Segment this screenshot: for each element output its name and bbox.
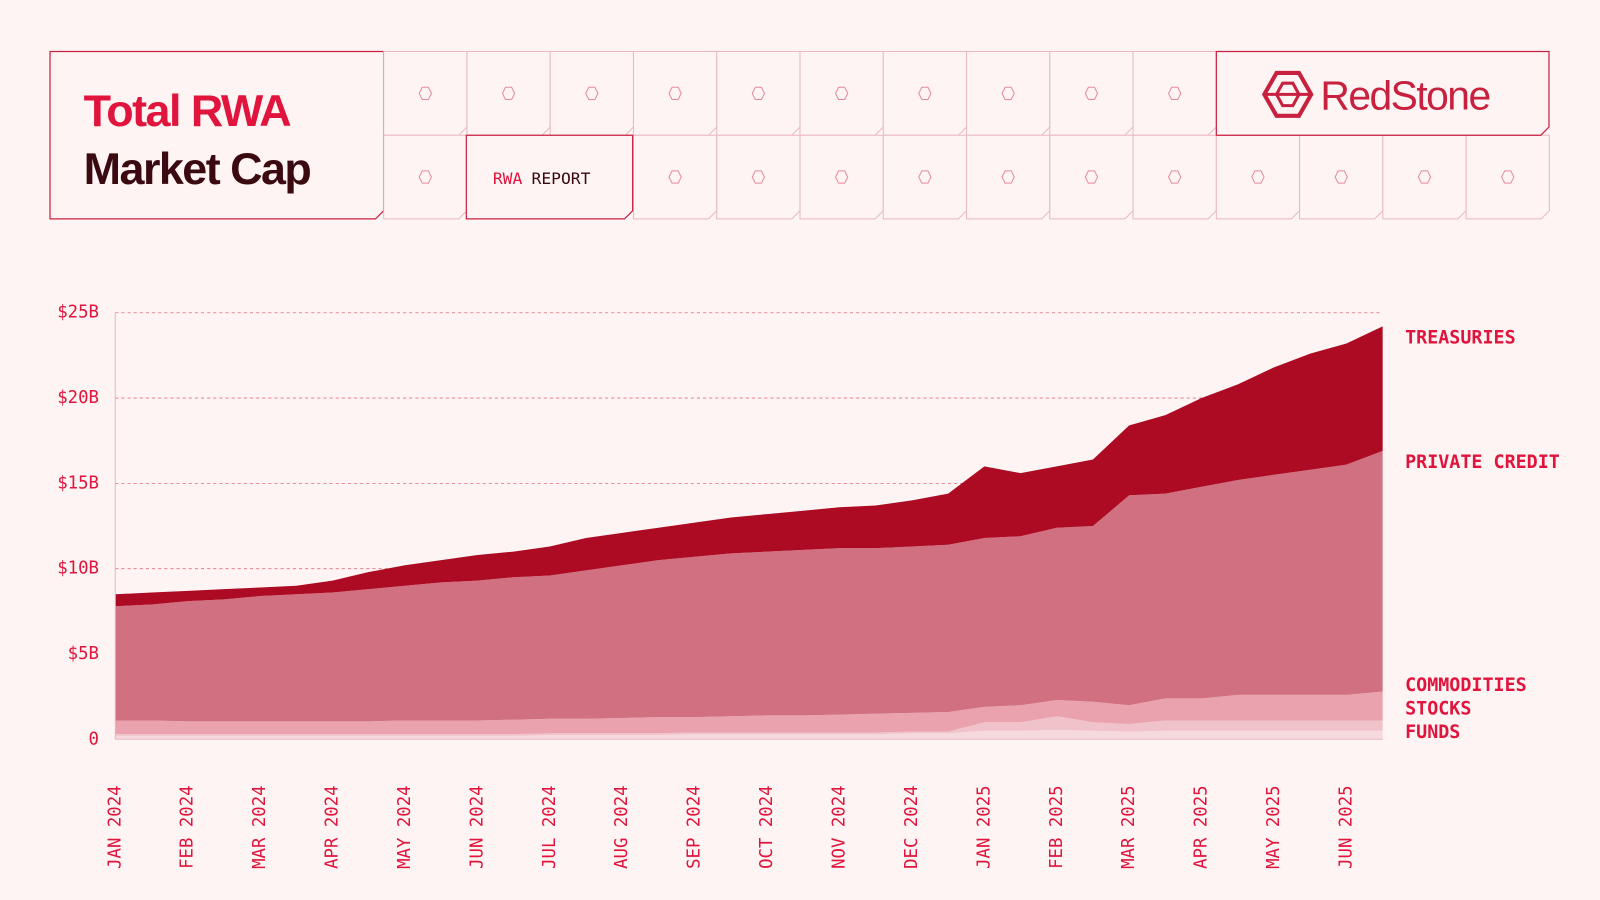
area — [115, 450, 1383, 722]
x-tick-label: MAY 2024 — [395, 785, 415, 868]
x-tick-label: APR 2024 — [323, 785, 343, 868]
logo-text: RedStone — [1320, 73, 1489, 119]
series-label: FUNDS — [1405, 722, 1460, 743]
grid-cell — [1132, 134, 1217, 220]
grid-cell — [632, 134, 718, 220]
grid-cell — [882, 51, 968, 136]
grid-icon — [834, 170, 849, 184]
grid-cell — [1465, 134, 1550, 220]
y-tick-label: $5B — [68, 644, 99, 664]
area — [115, 729, 1383, 740]
grid-icon — [1084, 170, 1099, 184]
grid-icon — [751, 86, 766, 100]
report-tag-red: RWA — [493, 169, 523, 188]
series-label: COMMODITIES — [1405, 675, 1527, 696]
x-tick-label: SEP 2024 — [685, 785, 705, 868]
x-tick-label: JUL 2024 — [540, 785, 560, 868]
x-tick-label: AUG 2024 — [612, 785, 632, 868]
grid-cell — [799, 134, 884, 220]
grid-cell — [383, 51, 468, 136]
y-tick-label: $25B — [57, 303, 99, 323]
grid-icon — [1417, 170, 1432, 184]
y-tick-label: 0 — [89, 729, 99, 749]
grid-cell — [549, 51, 634, 136]
grid-cell — [1132, 51, 1217, 136]
x-tick-label: MAY 2025 — [1264, 785, 1284, 868]
x-tick-label: APR 2025 — [1192, 785, 1212, 868]
header-grid — [383, 51, 1550, 220]
grid-cell — [716, 51, 801, 136]
area — [115, 326, 1383, 607]
subtitle: Market Cap — [84, 143, 311, 194]
header: Total RWA Market Cap RWA REPORT RedStone — [49, 50, 1550, 220]
grid-icon — [1168, 86, 1182, 100]
x-tick-label: MAR 2024 — [250, 785, 270, 868]
y-tick-label: $20B — [57, 388, 99, 408]
x-tick-label: FEB 2024 — [178, 785, 198, 868]
x-tick-label: NOV 2024 — [830, 785, 850, 868]
y-tick-label: $10B — [57, 559, 99, 579]
grid-cell — [882, 134, 968, 220]
area — [115, 716, 1383, 736]
title: Total RWA — [84, 85, 292, 136]
grid-icon — [918, 86, 932, 100]
x-tick-label: JUN 2024 — [467, 785, 487, 868]
grid-cell — [1215, 134, 1301, 220]
x-tick-label: JAN 2025 — [974, 785, 994, 868]
grid-icon — [1084, 86, 1099, 100]
series-label: STOCKS — [1405, 699, 1471, 720]
grid-cell — [1049, 134, 1134, 220]
report-tag: RWA REPORT — [493, 169, 591, 188]
report-box — [465, 134, 634, 220]
x-tick-label: FEB 2025 — [1047, 785, 1067, 868]
grid-icon — [668, 86, 682, 100]
grid-icon — [418, 170, 432, 184]
grid-icon — [418, 86, 432, 100]
grid-cell — [383, 134, 468, 220]
grid-cell — [1382, 134, 1467, 220]
grid-icon — [1501, 170, 1515, 184]
grid-icon — [585, 86, 599, 100]
grid-cell — [799, 51, 884, 136]
grid-cell — [1049, 51, 1134, 136]
logo-icon — [1261, 70, 1314, 118]
grid-icon — [1251, 170, 1265, 184]
report-tag-dark: REPORT — [532, 169, 591, 188]
grid-cell — [1299, 134, 1384, 220]
grid-cell — [632, 51, 718, 136]
area — [115, 691, 1383, 735]
series-label: TREASURIES — [1405, 328, 1516, 349]
grid-icon — [751, 170, 766, 184]
grid-icon — [834, 86, 849, 100]
grid-cell — [716, 134, 801, 220]
series-label: PRIVATE CREDIT — [1405, 452, 1560, 473]
grid-icon — [501, 86, 516, 100]
grid-cell — [466, 51, 551, 136]
x-tick-label: DEC 2024 — [902, 785, 922, 868]
grid-cell — [966, 51, 1051, 136]
grid-icon — [918, 170, 932, 184]
grid-icon — [668, 170, 682, 184]
x-tick-label: OCT 2024 — [757, 785, 777, 868]
x-tick-label: JAN 2024 — [105, 785, 125, 868]
grid-icon — [1001, 170, 1015, 184]
grid-icon — [1168, 170, 1182, 184]
x-tick-label: JUN 2025 — [1336, 785, 1356, 868]
grid-icon — [1334, 170, 1348, 184]
grid-icon — [1001, 86, 1015, 100]
x-tick-label: MAR 2025 — [1119, 785, 1139, 868]
y-tick-label: $15B — [57, 473, 99, 493]
grid-cell — [966, 134, 1051, 220]
title-box — [49, 50, 385, 220]
